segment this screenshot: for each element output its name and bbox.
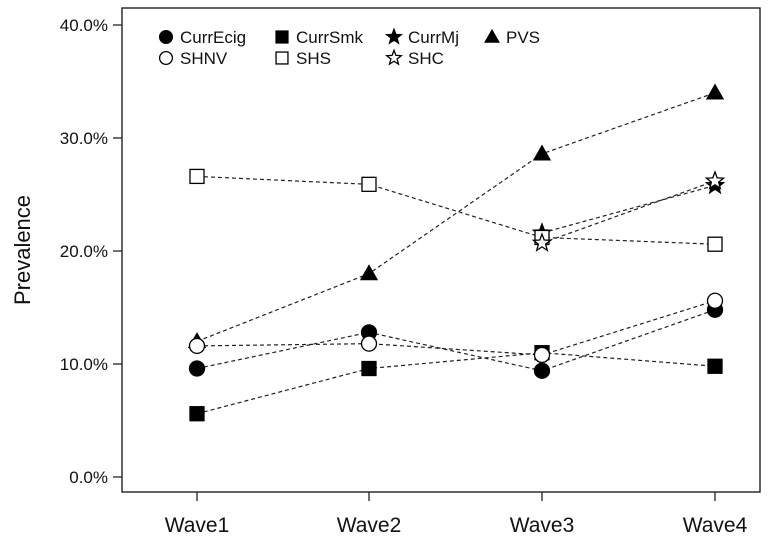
- legend-item-shc: SHC: [384, 48, 444, 68]
- data-point: [704, 170, 726, 190]
- data-point: [188, 360, 206, 377]
- series-line: [196, 309, 716, 372]
- legend-marker: [384, 27, 404, 45]
- legend-label: CurrSmk: [296, 28, 364, 47]
- legend-item-shnv: SHNV: [158, 49, 228, 68]
- legend-item-currmj: CurrMj: [384, 27, 459, 47]
- y-tick-label: 10.0%: [60, 355, 108, 374]
- x-tick-label: Wave4: [683, 514, 748, 537]
- series-shnv: [188, 292, 724, 364]
- legend-item-shs: SHS: [275, 49, 331, 68]
- data-point: [189, 168, 205, 185]
- data-point: [533, 362, 551, 379]
- data-point: [531, 232, 553, 252]
- series-pvs: [187, 83, 725, 349]
- data-point: [188, 337, 206, 355]
- series-currmj: [531, 174, 726, 242]
- legend-marker: [275, 30, 289, 44]
- series-currsmk: [189, 345, 723, 422]
- legend-label: SHS: [296, 49, 331, 68]
- y-axis-title: Prevalence: [10, 195, 35, 305]
- data-point: [705, 83, 725, 100]
- data-point: [361, 360, 377, 377]
- x-tick-label: Wave3: [510, 514, 575, 537]
- legend-label: PVS: [506, 28, 540, 47]
- series-line: [196, 92, 716, 342]
- legend-marker: [384, 48, 404, 66]
- legend-marker: [275, 51, 289, 65]
- y-tick-label: 20.0%: [60, 242, 108, 261]
- series-layer: [187, 83, 726, 422]
- legend-label: CurrEcig: [180, 28, 246, 47]
- legend-marker: [158, 50, 174, 66]
- series-line: [541, 184, 716, 234]
- data-point: [532, 144, 552, 161]
- series-line: [196, 352, 716, 415]
- legend-item-currecig: CurrEcig: [158, 28, 246, 47]
- y-tick-label: 30.0%: [60, 129, 108, 148]
- legend-item-currsmk: CurrSmk: [275, 28, 364, 47]
- data-point: [359, 264, 379, 281]
- legend-item-pvs: PVS: [484, 28, 540, 47]
- series-shc: [531, 170, 726, 252]
- legend-label: SHNV: [180, 49, 228, 68]
- data-point: [189, 406, 205, 422]
- legend-marker: [484, 28, 500, 43]
- x-tick-label: Wave2: [337, 514, 402, 537]
- series-shs: [189, 168, 723, 252]
- series-currecig: [188, 301, 724, 379]
- data-point: [707, 236, 723, 252]
- series-line: [196, 300, 716, 356]
- y-tick-label: 0.0%: [69, 468, 108, 487]
- x-tick-label: Wave1: [165, 514, 230, 537]
- legend-label: CurrMj: [408, 28, 459, 47]
- y-tick-label: 40.0%: [60, 16, 108, 35]
- legend-marker: [158, 29, 174, 45]
- data-point: [707, 358, 723, 374]
- series-line: [541, 180, 716, 244]
- y-axis: 0.0% 10.0% 20.0% 30.0% 40.0%: [60, 16, 122, 487]
- data-point: [533, 346, 551, 364]
- plot-frame: [121, 7, 761, 493]
- x-axis: Wave1 Wave2 Wave3 Wave4: [165, 492, 748, 537]
- data-point: [360, 335, 378, 352]
- legend: CurrEcig CurrSmk CurrMj PVS SHNV SHS SHC: [158, 27, 540, 68]
- data-point: [706, 292, 724, 309]
- data-point: [361, 176, 377, 192]
- legend-label: SHC: [408, 49, 444, 68]
- series-line: [196, 175, 716, 245]
